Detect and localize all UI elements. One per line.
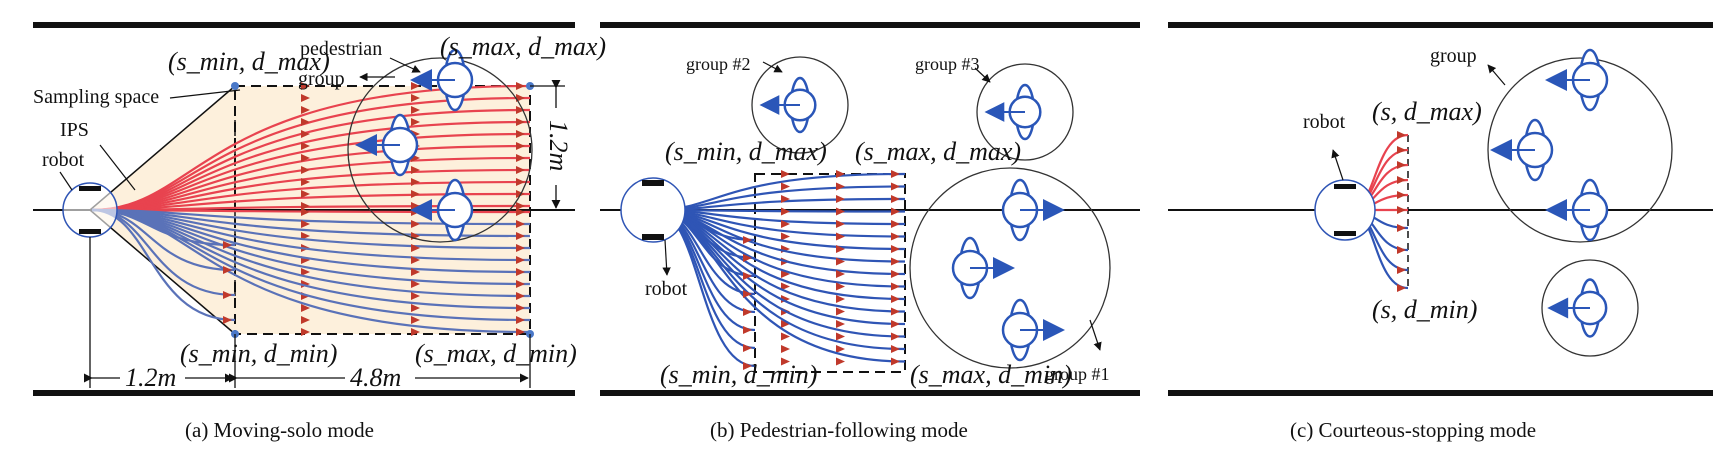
road-bottom-edge: [600, 390, 1140, 396]
label-smax-dmin: (s_max, d_min): [415, 339, 577, 368]
pedestrian-icon: [1001, 298, 1065, 362]
caption-c: (c) Courteous-stopping mode: [1290, 418, 1536, 442]
label-sampling-space: Sampling space: [33, 86, 159, 108]
leader-robot: [1331, 149, 1344, 181]
label-group3: group #3: [915, 54, 980, 74]
label-smax-dmin: (s_max, d_min): [910, 360, 1072, 389]
label-smin-dmax: (s_min, d_max): [168, 47, 330, 76]
group-3-circle: [976, 63, 1074, 161]
panel-b: group #2 group #3 group #1 robot (s_min,…: [600, 22, 1140, 442]
leader-group1: [1089, 319, 1102, 351]
robot-b: [620, 177, 686, 243]
pedestrian-icon: [759, 76, 817, 134]
pedestrian-icon: [1545, 178, 1609, 242]
leader-sampling: [169, 89, 241, 99]
pedestrian-icon: [1547, 278, 1608, 338]
trajectories-a: [91, 82, 531, 336]
label-smin-dmin: (s_min, d_min): [660, 360, 817, 389]
pedestrian-icon: [410, 48, 474, 112]
label-smin-dmin: (s_min, d_min): [180, 339, 337, 368]
label-smax-dmax: (s_max, d_max): [440, 32, 606, 61]
pedestrian-icon: [984, 83, 1042, 141]
pedestrian-icon: [951, 236, 1015, 300]
pedestrian-icon: [355, 113, 419, 177]
label-group: group: [298, 68, 345, 90]
corner-point: [231, 82, 239, 90]
robot-c: [1314, 179, 1376, 241]
label-robot: robot: [645, 278, 688, 300]
pedestrian-icon: [410, 178, 474, 242]
ips-lower-edge: [89, 209, 236, 335]
label-s-dmax: (s, d_max): [1372, 97, 1482, 126]
label-smin-dmax: (s_min, d_max): [665, 137, 827, 166]
label-dim-1-2m: 1.2m: [125, 363, 176, 392]
pedestrians-b: [759, 76, 1065, 362]
label-pedestrian: pedestrian: [300, 38, 382, 60]
group-circle-large: [1487, 57, 1673, 243]
caption-b: (b) Pedestrian-following mode: [710, 418, 968, 442]
leader-robot: [59, 171, 73, 191]
leader-group2: [762, 61, 783, 73]
label-robot: robot: [42, 149, 85, 171]
label-ips: IPS: [60, 119, 89, 141]
panel-c: robot group (s, d_max) (s, d_min) (c) Co…: [1168, 22, 1713, 442]
ips-upper-edge: [89, 85, 236, 211]
road-top-edge: [1168, 22, 1713, 28]
group-1-circle: [909, 167, 1111, 369]
label-group: group: [1430, 45, 1477, 67]
robot-a: [62, 182, 118, 238]
trajectories-b: [654, 170, 906, 370]
road-bottom-edge: [33, 390, 575, 396]
pedestrian-icon: [1545, 48, 1609, 112]
label-smax-dmax: (s_max, d_max): [855, 137, 1021, 166]
leader-group: [1487, 64, 1506, 86]
pedestrian-icon: [1490, 118, 1554, 182]
road-bottom-edge: [1168, 390, 1713, 396]
group-2-circle: [751, 56, 849, 154]
label-s-dmin: (s, d_min): [1372, 295, 1477, 324]
road-top-edge: [600, 22, 1140, 28]
pedestrians-c: [1490, 48, 1609, 338]
label-group1: group #1: [1045, 364, 1110, 384]
leader-ips: [99, 144, 136, 191]
leader-group3: [974, 67, 991, 83]
panel-a: pedestrian group Sampling space IPS robo…: [33, 22, 606, 442]
label-height-1-2m: 1.2m: [544, 120, 573, 171]
road-top-edge: [33, 22, 575, 28]
leader-robot: [662, 239, 671, 276]
pedestrian-group-circle: [347, 57, 533, 243]
label-group2: group #2: [686, 54, 751, 74]
leader-pedestrian: [389, 57, 421, 73]
label-robot: robot: [1303, 111, 1346, 133]
pedestrians-a: [355, 48, 474, 242]
caption-a: (a) Moving-solo mode: [185, 418, 374, 442]
group-circle-small: [1541, 259, 1639, 357]
label-dim-4-8m: 4.8m: [350, 363, 401, 392]
pedestrian-icon: [1001, 178, 1065, 242]
